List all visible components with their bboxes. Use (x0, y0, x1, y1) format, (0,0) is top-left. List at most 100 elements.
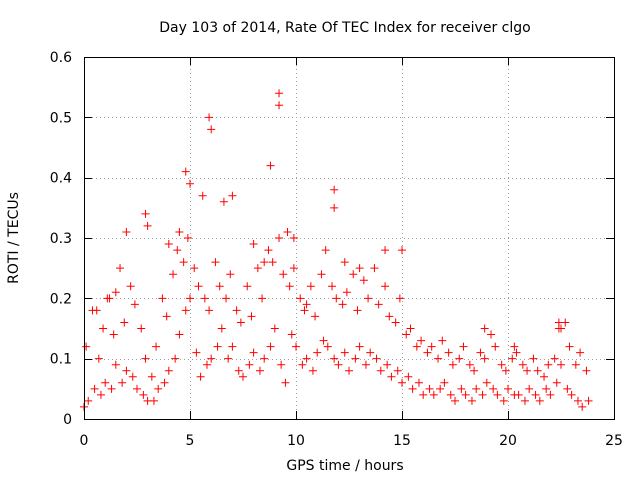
data-point (94, 354, 103, 363)
data-point (243, 282, 252, 291)
data-point (275, 89, 284, 98)
y-tick-label: 0.4 (50, 171, 72, 187)
data-point (446, 390, 455, 399)
data-point (120, 318, 129, 327)
data-point (300, 306, 309, 315)
data-point (181, 306, 190, 315)
data-point (345, 366, 353, 375)
data-point (461, 390, 470, 399)
y-tick-label: 0.1 (50, 352, 72, 368)
data-point (107, 384, 116, 393)
data-point (236, 318, 245, 327)
data-point (438, 336, 447, 345)
data-point (141, 354, 150, 363)
data-point (99, 324, 108, 333)
data-point (393, 366, 402, 375)
data-point (398, 378, 406, 387)
data-point (476, 348, 485, 357)
data-point (451, 396, 459, 405)
data-point (330, 185, 339, 194)
data-point (385, 312, 394, 321)
data-point (514, 390, 523, 399)
data-point (164, 366, 173, 375)
data-point (332, 294, 341, 303)
data-point (111, 288, 120, 297)
data-point (504, 384, 512, 393)
data-point (139, 390, 148, 399)
data-point (247, 312, 256, 321)
data-point (186, 294, 194, 303)
chart-title: Day 103 of 2014, Rate Of TEC Index for r… (159, 20, 530, 36)
data-point (175, 330, 184, 339)
y-tick-label: 0.3 (50, 231, 72, 247)
x-axis-tick-labels: 0 5 10 15 20 25 (80, 433, 623, 449)
data-point (200, 294, 209, 303)
y-tick-label: 0.6 (50, 50, 72, 66)
data-point (359, 276, 368, 285)
data-point (550, 354, 559, 363)
data-point (440, 378, 449, 387)
data-point (232, 306, 241, 315)
data-point (126, 282, 135, 291)
data-point (249, 348, 258, 357)
data-point (169, 270, 178, 279)
x-tick-label: 5 (186, 433, 195, 449)
data-point (518, 360, 527, 369)
data-point (175, 227, 184, 236)
data-point (213, 342, 222, 351)
data-point (531, 390, 540, 399)
data-point (186, 179, 194, 188)
data-point (383, 360, 392, 369)
data-point (349, 270, 358, 279)
x-tick-label: 15 (393, 433, 411, 449)
data-point (328, 282, 337, 291)
x-tick-label: 20 (499, 433, 517, 449)
data-point (183, 234, 192, 242)
data-point (434, 354, 443, 363)
data-point (523, 366, 532, 375)
data-point (351, 354, 360, 363)
data-point (317, 270, 326, 279)
data-point (584, 396, 593, 405)
data-point (122, 227, 131, 236)
data-point (364, 294, 373, 303)
data-point (342, 288, 351, 297)
data-point (319, 336, 328, 345)
x-tick-label: 10 (287, 433, 305, 449)
data-point (160, 378, 169, 387)
data-point (285, 282, 294, 291)
data-point (311, 312, 320, 321)
data-point (111, 360, 120, 369)
data-point (308, 366, 317, 375)
data-point (355, 342, 364, 351)
data-point (444, 348, 453, 357)
data-point (245, 360, 254, 369)
data-point (219, 197, 228, 206)
data-point (253, 264, 262, 273)
data-point (470, 366, 479, 375)
data-point (480, 354, 489, 363)
data-point (499, 396, 508, 405)
data-point (277, 360, 286, 369)
data-point (489, 384, 498, 393)
data-point (96, 390, 105, 399)
data-point (133, 384, 141, 393)
data-point (103, 294, 112, 303)
y-axis-label: ROTI / TECUs (6, 192, 22, 284)
data-point (302, 300, 311, 309)
data-point (482, 378, 491, 387)
data-point (546, 390, 555, 399)
data-point (391, 318, 400, 327)
data-point (512, 348, 521, 357)
data-point (141, 209, 150, 218)
data-point (164, 240, 173, 249)
data-point (552, 378, 561, 387)
data-point (122, 366, 131, 375)
data-point (90, 384, 99, 393)
data-point (557, 324, 565, 333)
data-point (109, 330, 118, 339)
data-point (478, 390, 487, 399)
data-point (406, 324, 415, 333)
data-point (533, 366, 542, 375)
